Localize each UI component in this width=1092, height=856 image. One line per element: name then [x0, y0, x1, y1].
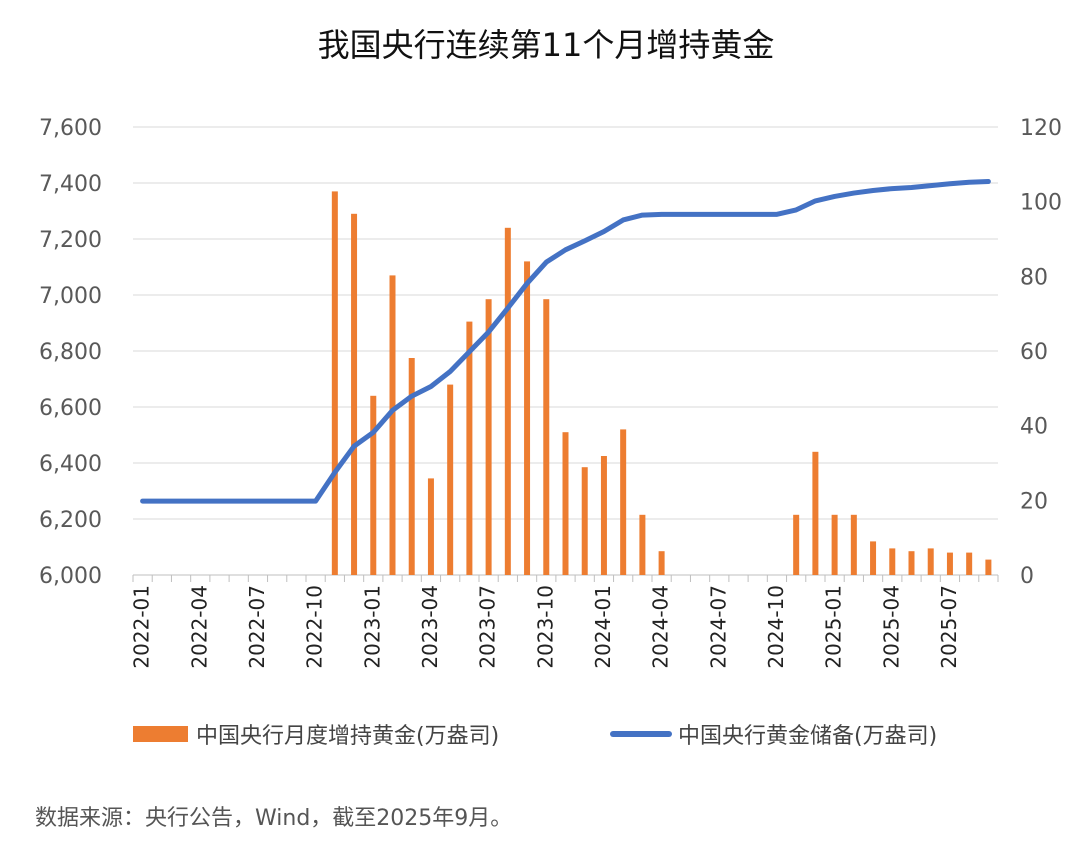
bar-2024-12 — [812, 451, 819, 575]
bar-2023-10 — [543, 299, 550, 575]
left-tick-label: 6,200 — [39, 508, 102, 533]
left-tick-label: 7,600 — [39, 116, 102, 141]
right-tick-label: 80 — [1020, 265, 1048, 290]
bar-2023-11 — [562, 432, 569, 575]
left-tick-label: 6,600 — [39, 396, 102, 421]
reserve-line — [140, 179, 991, 504]
right-tick-label: 120 — [1020, 116, 1062, 141]
left-tick-label: 6,800 — [39, 340, 102, 365]
right-axis-ticks: 0 20 40 60 80 100 120 — [1020, 116, 1062, 589]
x-tick-label: 2025-07 — [937, 585, 961, 669]
bar-2025-06 — [927, 548, 934, 575]
bar-2024-04 — [658, 551, 665, 575]
x-tick-label: 2023-01 — [360, 585, 384, 669]
bar-2025-01 — [831, 514, 838, 575]
legend-swatch-line — [610, 731, 672, 737]
legend-item-line: 中国央行黄金储备(万盎司) — [610, 716, 937, 752]
bar-2025-02 — [850, 514, 857, 575]
legend-item-bar: 中国央行月度增持黄金(万盎司) — [133, 716, 499, 752]
x-tick-label: 2025-04 — [879, 585, 903, 669]
bar-2022-12 — [351, 213, 358, 576]
bar-2023-05 — [447, 384, 454, 575]
x-axis: 2022-01 2022-04 2022-07 2022-10 2023-01 2023-… — [130, 575, 999, 669]
bar-2025-04 — [889, 548, 896, 575]
x-tick-label: 2025-01 — [822, 585, 846, 669]
right-tick-label: 60 — [1020, 340, 1048, 365]
bar-2023-03 — [408, 358, 415, 575]
right-tick-label: 100 — [1020, 191, 1062, 216]
left-tick-label: 6,400 — [39, 452, 102, 477]
x-tick-label: 2022-10 — [303, 585, 327, 669]
bar-2025-05 — [908, 551, 915, 575]
legend: 中国央行月度增持黄金(万盎司) 中国央行黄金储备(万盎司) — [133, 716, 1033, 752]
x-tick-label: 2023-10 — [533, 585, 557, 669]
bar-2023-01 — [370, 395, 377, 575]
legend-label-line: 中国央行黄金储备(万盎司) — [678, 724, 938, 749]
left-tick-label: 7,200 — [39, 228, 102, 253]
bar-2023-12 — [581, 467, 588, 575]
right-tick-label: 20 — [1020, 489, 1048, 514]
bar-2023-02 — [389, 275, 396, 575]
right-tick-label: 40 — [1020, 415, 1048, 440]
x-tick-label: 2022-01 — [130, 585, 154, 669]
bar-2024-11 — [793, 514, 800, 575]
bar-2025-08 — [966, 552, 973, 575]
x-tick-label: 2024-04 — [649, 585, 673, 669]
bar-series — [331, 191, 992, 576]
x-tick-label: 2023-04 — [418, 585, 442, 669]
x-tick-label: 2024-10 — [764, 585, 788, 669]
bar-2024-03 — [639, 514, 646, 575]
x-tick-label: 2022-04 — [187, 585, 211, 669]
bar-2025-03 — [870, 541, 877, 575]
bar-2022-11 — [331, 191, 338, 575]
x-tick-label: 2024-01 — [591, 585, 615, 669]
chart-title: 我国央行连续第11个月增持黄金 — [317, 26, 775, 64]
line-series — [140, 179, 991, 504]
left-tick-label: 7,400 — [39, 172, 102, 197]
bar-2023-07 — [485, 299, 492, 575]
x-tick-label: 2022-07 — [245, 585, 269, 669]
bar-2023-08 — [504, 227, 511, 576]
legend-label-bar: 中国央行月度增持黄金(万盎司) — [196, 724, 500, 749]
bar-2023-06 — [466, 321, 473, 575]
legend-swatch-bar — [133, 726, 188, 742]
bar-2023-04 — [427, 478, 434, 575]
left-tick-label: 7,000 — [39, 284, 102, 309]
right-tick-label: 0 — [1020, 564, 1034, 589]
bar-2024-02 — [620, 429, 627, 575]
bar-2024-01 — [600, 456, 607, 575]
bar-2025-07 — [946, 552, 953, 575]
bar-2023-09 — [524, 261, 531, 575]
x-tick-label: 2023-07 — [476, 585, 500, 669]
source-note: 数据来源：央行公告，Wind，截至2025年9月。 — [35, 806, 513, 831]
left-axis-ticks: 6,000 6,200 6,400 6,600 6,800 7,000 7,200 7,400… — [39, 116, 102, 589]
x-tick-label: 2024-07 — [706, 585, 730, 669]
bar-2025-09 — [985, 559, 992, 575]
left-tick-label: 6,000 — [39, 564, 102, 589]
